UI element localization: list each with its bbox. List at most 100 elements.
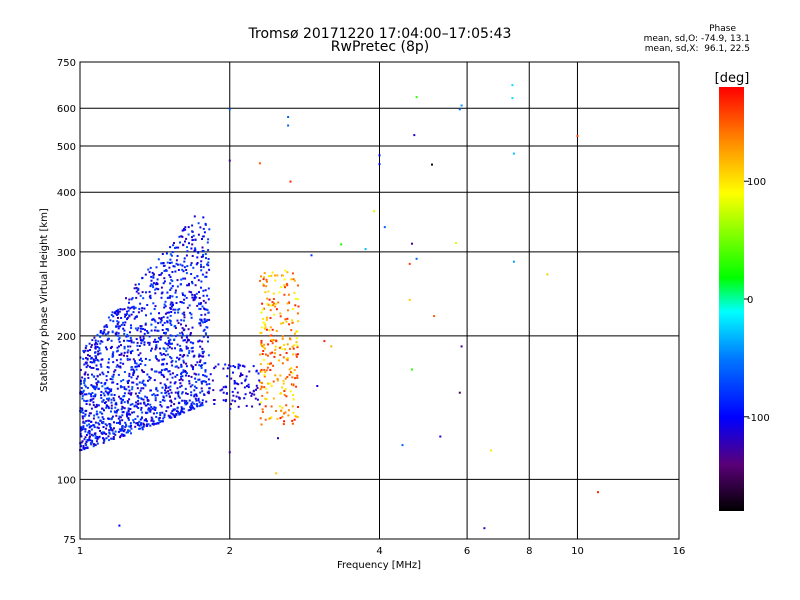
data-point [200,366,203,369]
data-point [116,313,118,316]
data-point [138,420,141,423]
data-point [433,315,436,318]
data-point [295,341,298,344]
data-point [123,371,126,373]
data-point [460,345,463,348]
data-point [205,375,208,378]
data-point [128,301,130,304]
data-point [257,372,260,375]
data-point [264,323,267,326]
data-point [296,298,299,301]
data-point [96,426,99,429]
data-point [164,389,167,392]
data-point [126,339,129,342]
data-point [127,379,130,382]
data-point [153,319,156,322]
data-point [290,329,293,332]
data-point [155,344,158,347]
data-point [101,432,104,435]
data-point [82,357,85,360]
data-point [166,321,169,324]
data-point [98,347,101,350]
grid-lines [80,62,679,539]
data-point [185,362,188,365]
data-point [207,336,209,339]
data-point [266,302,269,305]
data-point [268,275,270,278]
data-point [272,397,275,400]
data-point [127,401,129,404]
data-point [264,371,267,374]
data-point [227,364,230,367]
data-point [148,290,151,293]
data-point [458,108,461,111]
data-point [123,407,126,410]
data-point [141,360,143,363]
data-point [191,350,194,353]
data-point [201,305,204,308]
data-point [161,324,164,327]
data-point [177,269,180,271]
data-point [295,337,298,340]
data-point [108,423,111,425]
data-point [82,412,85,414]
data-point [195,393,198,396]
data-point [192,298,195,301]
data-point [206,294,209,297]
data-point [102,399,105,402]
data-point [262,350,265,352]
data-point [131,386,134,389]
data-point [163,303,166,306]
data-point [152,340,155,343]
data-point [260,339,263,342]
data-point [183,328,186,331]
data-point [149,266,152,269]
data-point [81,392,84,395]
data-point [250,394,253,397]
data-point [258,403,261,406]
data-point [145,314,147,317]
data-point [207,392,210,395]
data-point [111,381,114,384]
data-point [201,350,204,353]
data-point [270,274,273,277]
data-point [90,425,93,427]
data-point [288,301,291,304]
data-point [234,387,237,390]
data-point [260,342,263,345]
data-point [206,263,208,266]
data-point [144,323,147,326]
data-point [200,364,203,367]
data-point [183,411,186,414]
x-tick-label: 16 [673,546,686,557]
data-point [259,353,262,356]
data-point [84,442,87,445]
data-point [199,345,202,348]
data-point [291,376,294,379]
data-point [106,405,108,407]
data-point [154,326,157,329]
data-point [95,385,98,388]
data-point [136,415,139,418]
data-point [130,424,132,427]
data-point [189,264,192,267]
data-point [141,416,143,419]
data-point [97,368,100,371]
data-point [105,427,108,430]
data-point [201,355,204,358]
data-point [274,345,277,348]
data-point [184,401,186,404]
data-point [127,349,130,352]
data-point [197,397,200,400]
data-point [122,411,125,414]
data-point [169,276,172,278]
data-point [194,284,197,287]
data-point [259,388,262,391]
data-point [167,339,170,342]
data-point [136,344,139,347]
data-point [286,343,289,346]
data-point [134,327,137,330]
data-point [281,386,284,389]
data-point [135,286,138,289]
